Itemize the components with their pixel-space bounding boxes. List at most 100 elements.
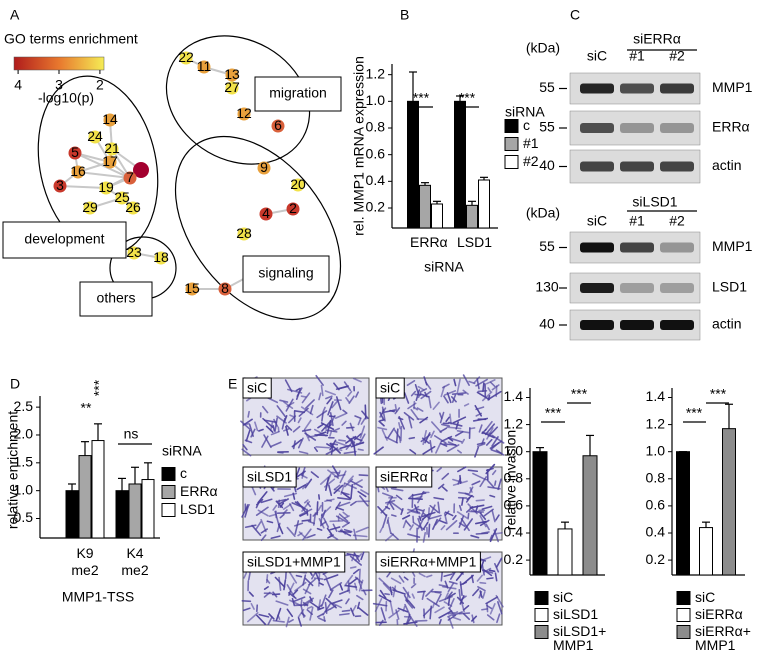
- mw-marker: 40: [539, 157, 555, 173]
- significance-label: ***: [545, 405, 562, 421]
- cell: [408, 614, 418, 627]
- y-tick-label: 0.6: [504, 497, 524, 513]
- cell: [488, 390, 502, 400]
- colorbar-title: GO terms enrichment: [4, 31, 138, 47]
- cell: [481, 391, 493, 402]
- y-tick-label: 0.4: [504, 524, 524, 540]
- cell: [325, 597, 337, 609]
- image-label: siC: [247, 380, 267, 396]
- cell: [258, 613, 270, 618]
- image-label: siC: [380, 380, 400, 396]
- cell: [346, 582, 350, 592]
- cell: [347, 475, 354, 483]
- cell: [414, 384, 420, 395]
- legend-label-box: #1: [523, 136, 539, 151]
- cell: [452, 416, 467, 424]
- mw-marker: 130: [535, 279, 559, 295]
- legend-label: #1: [523, 136, 539, 151]
- cell: [332, 465, 339, 476]
- cell: [301, 392, 311, 404]
- cluster-box: [242, 255, 330, 293]
- error-bar: [702, 521, 710, 528]
- cell: [355, 526, 369, 533]
- cell: [468, 486, 474, 494]
- cell: [410, 510, 421, 515]
- network-edge: [59, 185, 107, 189]
- cluster-label: signaling: [258, 265, 313, 281]
- cell: [325, 395, 333, 400]
- cell: [457, 449, 462, 454]
- cell: [380, 607, 386, 621]
- cell: [323, 574, 339, 581]
- cell: [260, 498, 273, 504]
- cell: [487, 486, 501, 490]
- y-tick-label: 0.8: [504, 469, 524, 485]
- image-label-box: [375, 377, 405, 399]
- cell: [306, 508, 309, 516]
- x-tick-label: LSD1: [457, 234, 493, 250]
- network-node: [103, 113, 117, 127]
- cell: [323, 616, 326, 622]
- cell: [488, 426, 499, 437]
- cell: [295, 574, 303, 578]
- cell: [494, 480, 497, 486]
- cell: [495, 557, 503, 568]
- cell: [379, 589, 387, 599]
- cell: [390, 532, 399, 541]
- cell: [350, 480, 363, 488]
- cell: [257, 491, 268, 504]
- cell: [381, 429, 388, 441]
- cell: [392, 585, 397, 598]
- cell: [373, 446, 384, 455]
- error-bar: [94, 423, 102, 441]
- cell: [352, 377, 362, 383]
- cell: [242, 418, 253, 426]
- cell: [406, 505, 420, 514]
- cell: [485, 463, 496, 475]
- cell: [489, 494, 496, 498]
- cell: [497, 478, 502, 491]
- cell: [258, 428, 264, 432]
- legend-label: siERRα+ MMP1: [695, 624, 751, 650]
- cell: [329, 430, 333, 437]
- cell: [439, 442, 448, 447]
- cell: [347, 390, 353, 397]
- image-label: siLSD1: [247, 469, 292, 485]
- cell: [381, 408, 385, 415]
- x-axis-label: siRNA: [424, 259, 464, 275]
- y-tick-label: 0.2: [646, 551, 666, 567]
- node-label: 12: [236, 105, 252, 121]
- cell: [329, 442, 341, 454]
- legend-swatch: [534, 608, 549, 622]
- mw-marker: 55: [539, 238, 555, 254]
- cell: [448, 580, 458, 585]
- legend-swatch: [504, 155, 519, 169]
- cell: [390, 514, 397, 517]
- cell: [304, 583, 311, 595]
- cell: [242, 607, 251, 612]
- network-node: [179, 51, 193, 65]
- y-tick-label: 1.2: [646, 415, 666, 431]
- legend-swatch: [504, 119, 519, 133]
- x-tick-label: ERRα: [410, 234, 447, 250]
- cell: [315, 374, 324, 386]
- network-node: [237, 227, 251, 241]
- cell: [455, 430, 464, 437]
- network-node: [123, 171, 137, 185]
- cell: [432, 401, 440, 410]
- cell: [377, 426, 388, 431]
- cell: [362, 589, 367, 596]
- cell: [475, 532, 489, 535]
- cell: [281, 417, 286, 430]
- y-axis-label: relative enrichment: [5, 411, 21, 529]
- cell: [421, 511, 436, 518]
- cell: [332, 523, 338, 532]
- cell: [285, 398, 294, 412]
- cell: [470, 534, 480, 539]
- cell: [319, 475, 331, 485]
- cell: [403, 621, 418, 625]
- cell: [490, 442, 500, 450]
- cell: [475, 499, 485, 502]
- node-label: 4: [262, 205, 270, 221]
- cell: [339, 583, 344, 591]
